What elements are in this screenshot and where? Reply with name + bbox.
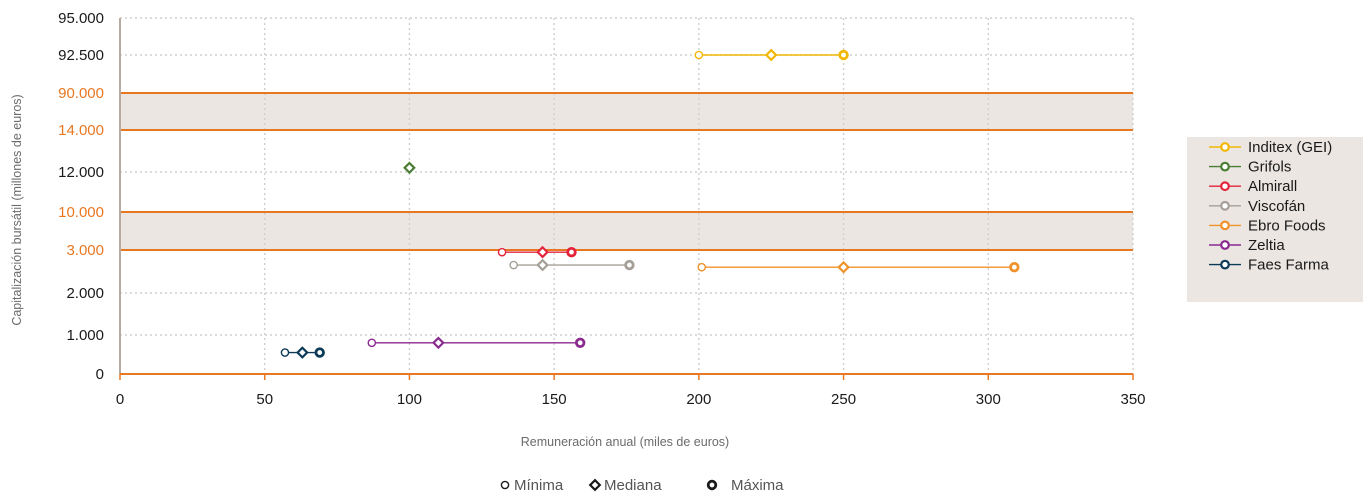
series-zeltia	[367, 336, 586, 350]
legend-marker	[1220, 259, 1230, 270]
x-tick-label: 100	[397, 391, 422, 408]
median-point	[403, 161, 416, 175]
legend-marker	[1220, 240, 1230, 250]
minimum-point	[367, 338, 377, 348]
legend-marker	[1220, 181, 1230, 192]
x-tick-label: 300	[976, 391, 1001, 408]
legend-label: Ebro Foods	[1248, 217, 1326, 234]
median-point	[295, 346, 309, 359]
legend-item: Inditex (GEI)	[1209, 139, 1332, 156]
legend-marker	[1220, 200, 1230, 211]
legend-item: Faes Farma	[1209, 257, 1330, 274]
marker-key: Mínima Mediana Máxima	[500, 477, 784, 494]
legend-item: Viscofán	[1209, 198, 1305, 215]
x-axis-label: Remuneración anual (miles de euros)	[521, 435, 729, 449]
series-grifols	[403, 161, 416, 175]
y-tick-label: 3.000	[66, 242, 104, 259]
maximum-point	[624, 259, 635, 271]
maximum-point	[314, 347, 325, 358]
x-tick-label: 200	[686, 391, 711, 408]
median-point	[536, 258, 549, 272]
marker-key-item: Mediana	[588, 477, 662, 494]
legend-marker	[1220, 220, 1230, 231]
legend-label: Faes Farma	[1248, 257, 1330, 274]
min-marker-icon	[500, 480, 510, 490]
x-tick-label: 350	[1120, 391, 1145, 408]
axis-break-band	[120, 212, 1133, 250]
x-tick-label: 150	[542, 391, 567, 408]
minimum-point	[280, 348, 290, 357]
legend-label: Zeltia	[1248, 237, 1285, 254]
y-axis-label: Capitalización bursátil (millones de eur…	[10, 94, 24, 325]
axis-break-band	[120, 93, 1133, 130]
axis-break-bands	[120, 93, 1133, 250]
legend-item: Almirall	[1209, 178, 1297, 195]
series-inditex-gei-	[694, 48, 849, 62]
x-tick-label: 50	[256, 391, 273, 408]
legend-item: Grifols	[1209, 159, 1291, 176]
marker-key-label: Mediana	[604, 477, 662, 494]
axes	[119, 18, 1134, 380]
y-tick-label: 95.000	[58, 10, 104, 27]
y-tick-label: 14.000	[58, 122, 104, 139]
y-tick-labels: 95.000 92.500 90.000 14.000 12.000 10.000 3.00…	[58, 10, 104, 383]
y-tick-label: 2.000	[66, 285, 104, 302]
y-tick-label: 1.000	[66, 327, 104, 344]
series-ebro-foods	[697, 260, 1020, 274]
marker-key-item: Mínima	[500, 477, 564, 494]
legend-box	[1187, 137, 1363, 302]
y-tick-label: 10.000	[58, 204, 104, 221]
max-marker-icon	[706, 479, 718, 491]
minimum-point	[697, 262, 707, 272]
median-point	[764, 48, 778, 62]
series-viscof-n	[509, 258, 635, 272]
median-point	[837, 260, 850, 274]
x-tick-label: 250	[831, 391, 856, 408]
series-almirall	[497, 245, 577, 259]
legend-item: Zeltia	[1209, 237, 1285, 254]
series-faes-farma	[280, 346, 325, 359]
x-tick-labels: 0 50 100 150 200 250 300 350	[116, 391, 1146, 408]
grid-lines	[120, 17, 1134, 374]
maximum-point	[1009, 262, 1020, 273]
minimum-point	[497, 247, 507, 257]
y-tick-label: 90.000	[58, 85, 104, 102]
y-tick-label: 92.500	[58, 47, 104, 64]
legend-item: Ebro Foods	[1209, 217, 1326, 234]
legend-label: Grifols	[1248, 159, 1291, 176]
legend-marker	[1220, 142, 1230, 152]
data-series	[280, 48, 1020, 359]
legend-label: Viscofán	[1248, 198, 1305, 215]
marker-key-item: Máxima	[706, 477, 784, 494]
minimum-point	[509, 260, 518, 270]
maximum-point	[838, 49, 849, 61]
legend-label: Almirall	[1248, 178, 1297, 195]
minimum-point	[694, 50, 704, 60]
marker-key-label: Mínima	[514, 477, 564, 494]
median-point	[432, 336, 445, 350]
marker-key-label: Máxima	[731, 477, 784, 494]
x-tick-label: 0	[116, 391, 124, 408]
y-tick-label: 0	[96, 366, 104, 383]
y-tick-label: 12.000	[58, 164, 104, 181]
maximum-point	[566, 246, 577, 258]
median-marker-icon	[588, 478, 602, 492]
median-point	[536, 245, 549, 259]
maximum-point	[574, 337, 586, 348]
legend: Inditex (GEI) Grifols Almirall Viscofán Ebro…	[1187, 137, 1363, 302]
legend-marker	[1220, 161, 1230, 172]
legend-label: Inditex (GEI)	[1248, 139, 1332, 156]
